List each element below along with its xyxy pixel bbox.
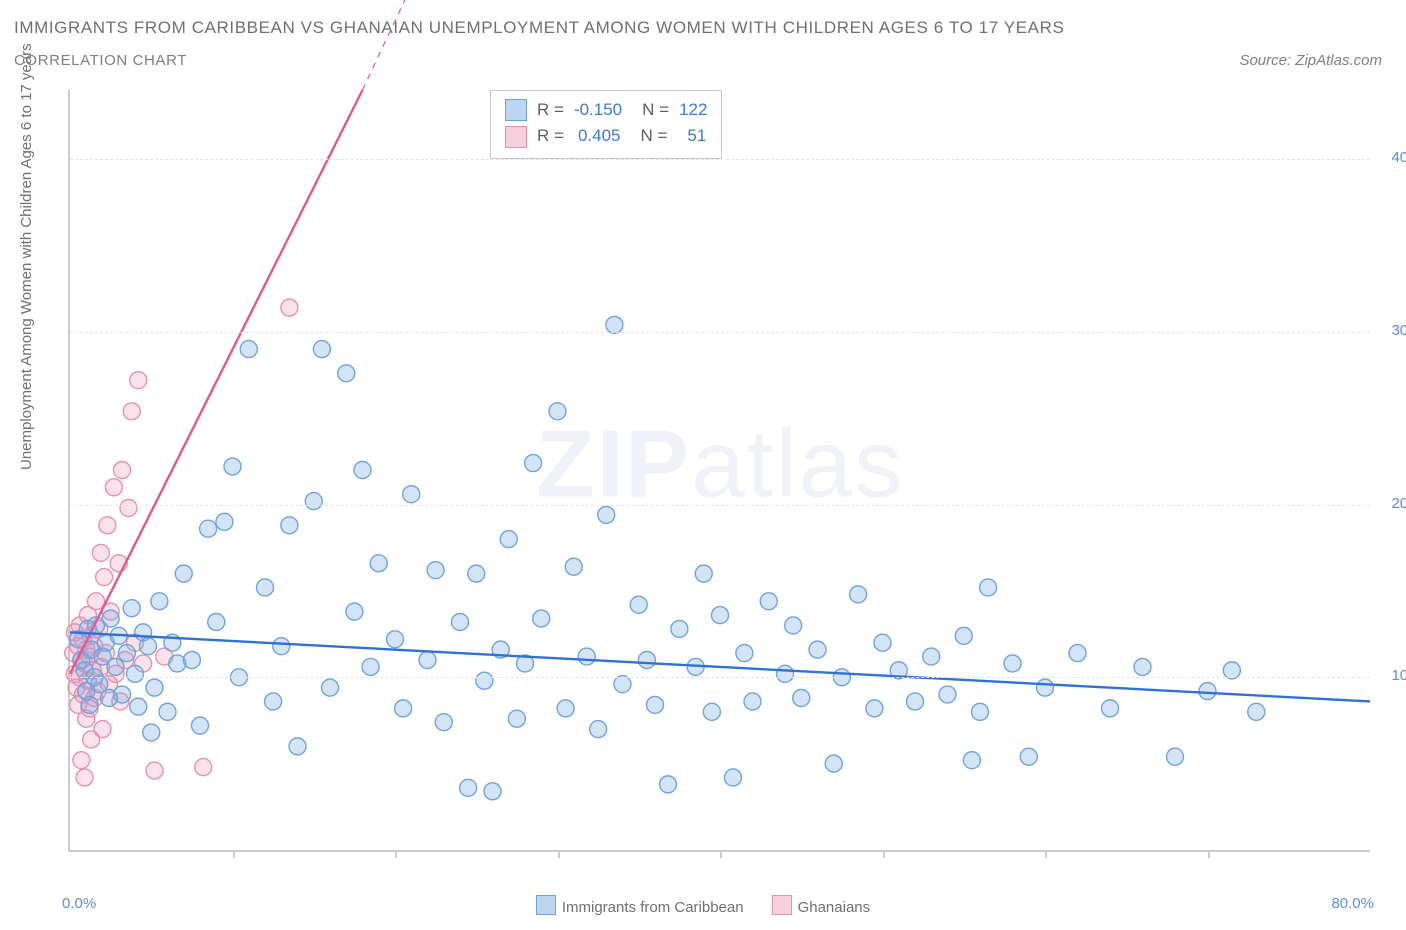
gridline-h — [70, 677, 1370, 678]
chart-plot-area: ZIPatlas R = -0.150 N = 122 R = 0.405 N … — [68, 90, 1370, 852]
x-tick — [720, 850, 722, 858]
x-tick — [1045, 850, 1047, 858]
stats-r-key-0: R = — [537, 97, 564, 123]
x-tick — [883, 850, 885, 858]
legend-item-0: Immigrants from Caribbean — [536, 895, 744, 916]
legend-swatch-1 — [772, 895, 792, 915]
stats-n-key-0: N = — [642, 97, 669, 123]
gridline-h — [70, 505, 1370, 506]
legend-label-0: Immigrants from Caribbean — [562, 899, 744, 916]
y-tick-label: 10.0% — [1378, 667, 1406, 684]
legend-swatch-0 — [536, 895, 556, 915]
y-tick-label: 40.0% — [1378, 149, 1406, 166]
stats-n-key-1: N = — [640, 123, 667, 149]
stats-row-series-0: R = -0.150 N = 122 — [505, 97, 707, 123]
stats-n-val-1: 51 — [687, 123, 706, 149]
stats-legend-box: R = -0.150 N = 122 R = 0.405 N = 51 — [490, 90, 722, 159]
x-tick — [395, 850, 397, 858]
y-tick-label: 20.0% — [1378, 495, 1406, 512]
stats-swatch-0 — [505, 99, 527, 121]
y-axis-label: Unemployment Among Women with Children A… — [18, 43, 35, 470]
chart-svg — [70, 90, 1370, 850]
stats-r-key-1: R = — [537, 123, 564, 149]
source-label: Source: ZipAtlas.com — [1239, 52, 1382, 69]
gridline-h — [70, 159, 1370, 160]
gridline-h — [70, 332, 1370, 333]
stats-row-series-1: R = 0.405 N = 51 — [505, 123, 707, 149]
stats-n-val-0: 122 — [679, 97, 707, 123]
stats-swatch-1 — [505, 126, 527, 148]
bottom-legend: Immigrants from Caribbean Ghanaians — [0, 895, 1406, 916]
stats-r-val-1: 0.405 — [578, 123, 621, 149]
y-tick-label: 30.0% — [1378, 322, 1406, 339]
x-tick — [558, 850, 560, 858]
x-tick — [1208, 850, 1210, 858]
legend-label-1: Ghanaians — [798, 899, 871, 916]
x-tick — [233, 850, 235, 858]
stats-r-val-0: -0.150 — [574, 97, 622, 123]
chart-title-line1: IMMIGRANTS FROM CARIBBEAN VS GHANAIAN UN… — [14, 18, 1064, 38]
chart-title-line2: CORRELATION CHART — [14, 52, 187, 69]
legend-item-1: Ghanaians — [772, 895, 871, 916]
